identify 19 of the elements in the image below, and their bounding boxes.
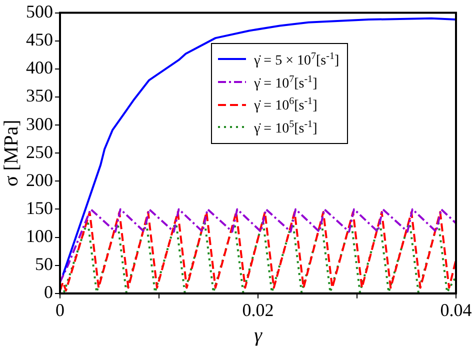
y-tick-label: 200 xyxy=(26,170,53,190)
x-tick-label: 0.02 xyxy=(242,300,274,320)
y-axis-title: σ [MPa] xyxy=(0,120,22,187)
legend-label: γ̇ = 5 × 10$^{7}$[s$^{-1}$] xyxy=(254,50,340,71)
legend-label: γ̇ = 10$^{6}$[s$^{-1}$] xyxy=(254,95,318,116)
y-tick-label: 50 xyxy=(35,254,53,274)
y-tick-label: 300 xyxy=(26,114,53,134)
legend-label: γ̇ = 10$^{5}$[s$^{-1}$] xyxy=(254,118,318,139)
x-axis-title: γ xyxy=(254,324,264,346)
legend-label: γ̇ = 10$^{7}$[s$^{-1}$] xyxy=(254,72,318,94)
x-tick-label: 0.04 xyxy=(440,300,472,320)
y-tick-label: 450 xyxy=(26,30,53,50)
y-tick-label: 400 xyxy=(26,58,53,78)
y-tick-label: 100 xyxy=(26,226,53,246)
y-tick-label: 500 xyxy=(26,2,53,22)
y-tick-label: 0 xyxy=(44,282,53,302)
y-tick-label: 350 xyxy=(26,86,53,106)
y-tick-label: 250 xyxy=(26,142,53,162)
y-tick-label: 150 xyxy=(26,198,53,218)
